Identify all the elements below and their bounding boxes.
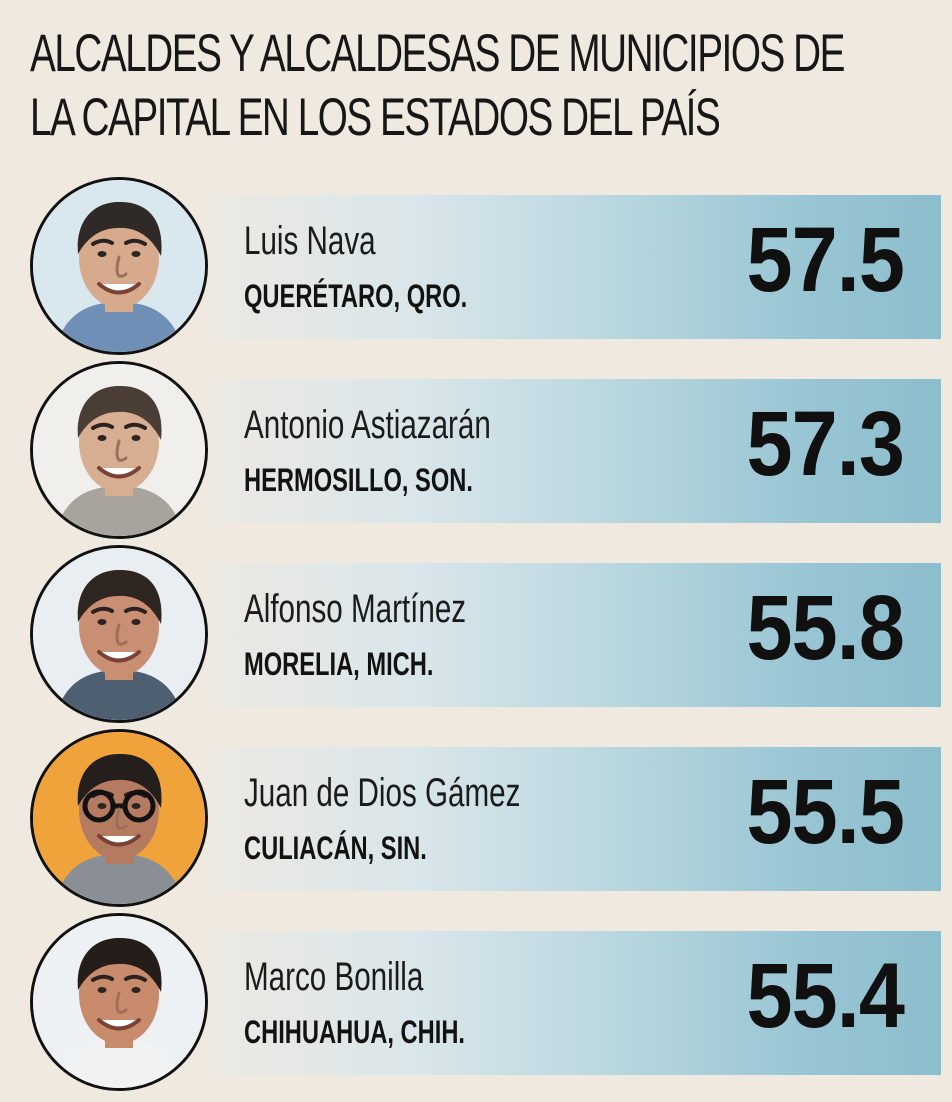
- right-eye: [131, 803, 141, 809]
- nose: [115, 255, 128, 278]
- value-band: [212, 195, 941, 339]
- right-eye: [131, 619, 141, 625]
- smile: [97, 834, 141, 847]
- approval-value: 55.4: [746, 945, 904, 1047]
- mayor-avatar: [30, 361, 208, 539]
- mayor-city: HERMOSILLO, SON.: [244, 462, 473, 498]
- table-row: Alfonso Martínez MORELIA, MICH. 55.8: [0, 545, 952, 723]
- hair: [77, 937, 162, 992]
- mayor-name: Juan de Dios Gámez: [244, 771, 521, 815]
- hair: [77, 569, 162, 624]
- left-eyebrow: [91, 238, 114, 246]
- left-eyebrow: [91, 422, 114, 430]
- mayor-city: QUERÉTARO, QRO.: [244, 278, 468, 314]
- mayor-avatar: [30, 177, 208, 355]
- left-eye: [97, 803, 107, 809]
- right-eyebrow: [124, 606, 147, 614]
- approval-value: 57.5: [746, 209, 904, 311]
- value-band: [212, 379, 941, 523]
- mayor-name: Luis Nava: [244, 219, 376, 263]
- approval-value: 57.3: [746, 393, 904, 495]
- hair: [77, 385, 162, 440]
- shoulders: [55, 486, 183, 536]
- right-eye: [131, 251, 141, 257]
- shoulders: [55, 670, 183, 720]
- right-eyebrow: [124, 238, 147, 246]
- smile: [97, 1018, 141, 1031]
- smile: [97, 650, 141, 663]
- nose: [115, 439, 128, 462]
- hair: [77, 753, 162, 808]
- hair: [77, 201, 162, 256]
- table-row: Luis Nava QUERÉTARO, QRO. 57.5: [0, 177, 952, 355]
- table-row: Juan de Dios Gámez CULIACÁN, SIN. 55.5: [0, 729, 952, 907]
- shoulders: [55, 854, 183, 904]
- mayor-name: Marco Bonilla: [244, 955, 424, 999]
- left-eye: [97, 987, 107, 993]
- right-eyebrow: [124, 974, 147, 982]
- mayor-avatar: [30, 913, 208, 1091]
- approval-value: 55.8: [746, 577, 904, 679]
- mayor-name: Alfonso Martínez: [244, 587, 467, 631]
- shoulders: [55, 1038, 183, 1088]
- right-eyebrow: [124, 422, 147, 430]
- left-eye: [97, 435, 107, 441]
- mayor-avatar: [30, 729, 208, 907]
- value-band: [212, 931, 941, 1075]
- left-eyebrow: [91, 606, 114, 614]
- mayor-avatar: [30, 545, 208, 723]
- right-eye: [131, 987, 141, 993]
- chart-title-line-1: ALCALDES Y ALCALDESAS DE MUNICIPIOS DE: [30, 24, 845, 83]
- right-eye: [131, 435, 141, 441]
- value-band: [212, 747, 941, 891]
- table-row: Marco Bonilla CHIHUAHUA, CHIH. 55.4: [0, 913, 952, 1091]
- nose: [115, 623, 128, 646]
- approval-value: 55.5: [746, 761, 904, 863]
- mayor-city: CULIACÁN, SIN.: [244, 830, 427, 866]
- nose: [115, 991, 128, 1014]
- value-band: [212, 563, 941, 707]
- shoulders: [55, 302, 183, 352]
- chart-title: ALCALDES Y ALCALDESAS DE MUNICIPIOS DE L…: [30, 22, 845, 150]
- left-eye: [97, 251, 107, 257]
- left-eyebrow: [91, 974, 114, 982]
- mayor-city: MORELIA, MICH.: [244, 646, 434, 682]
- smile: [97, 466, 141, 479]
- left-eye: [97, 619, 107, 625]
- table-row: Antonio Astiazarán HERMOSILLO, SON. 57.3: [0, 361, 952, 539]
- mayor-name: Antonio Astiazarán: [244, 403, 491, 447]
- chart-title-line-2: LA CAPITAL EN LOS ESTADOS DEL PAÍS: [30, 88, 721, 147]
- nose: [115, 807, 128, 830]
- mayor-city: CHIHUAHUA, CHIH.: [244, 1014, 466, 1050]
- smile: [97, 282, 141, 295]
